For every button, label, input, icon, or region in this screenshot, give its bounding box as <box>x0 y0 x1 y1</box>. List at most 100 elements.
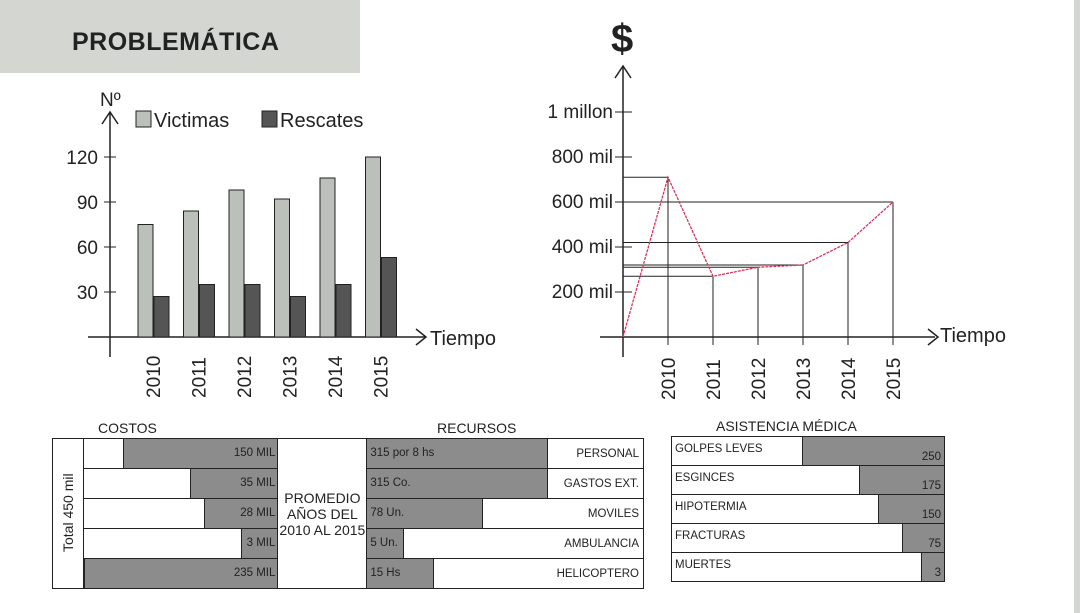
right-border <box>1074 0 1080 613</box>
resource-label: HELICOPTERO <box>542 558 644 589</box>
table-row: 235 MIL 15 Hs HELICOPTERO <box>53 558 644 589</box>
x-tick-label: 2015 <box>884 358 905 400</box>
promedio-cell: PROMEDIO AÑOS DEL 2010 AL 2015 <box>277 438 368 589</box>
asistencia-cell: FRACTURAS 75 <box>671 523 945 553</box>
x-axis-label: Tiempo <box>940 325 1006 347</box>
dollar-label: $ <box>611 17 633 61</box>
asistencia-bar <box>921 553 944 581</box>
charts: Nº Tiempo 30 60 90 120 2010 2011 2012 2013 2014 201… <box>66 17 1006 400</box>
resource-bar <box>367 499 483 528</box>
x-tick-label: 2015 <box>372 356 393 398</box>
asistencia-value: 250 <box>921 451 941 463</box>
x-tick-label: 2013 <box>281 356 302 398</box>
asistencia-row: MUERTES 3 <box>671 552 945 582</box>
cost-value: 150 MIL <box>233 447 276 459</box>
bar-victimas <box>319 177 336 338</box>
total-label: Total 450 mil <box>60 473 76 552</box>
resource-value: 315 Co. <box>370 477 411 489</box>
resource-bar <box>367 529 404 558</box>
bar-victimas <box>274 198 290 338</box>
bar-victimas <box>228 189 245 338</box>
asistencia-row: GOLPES LEVES 250 <box>671 436 945 466</box>
y-tick-label: 600 mil <box>552 192 613 213</box>
asistencia-bar <box>858 466 944 494</box>
y-tick-label: 30 <box>77 283 98 304</box>
recursos-header: RECURSOS <box>437 420 517 436</box>
cost-cell: 235 MIL <box>82 558 279 589</box>
x-tick-label: 2012 <box>749 358 770 400</box>
x-tick-label: 2013 <box>794 358 815 400</box>
resource-bar <box>367 439 548 468</box>
legend-swatch <box>261 110 278 128</box>
y-axis-label: Nº <box>100 90 121 111</box>
resource-cell: 315 Co. <box>366 468 548 499</box>
bar-rescates <box>244 284 261 338</box>
legend-swatch <box>135 110 152 128</box>
cost-cell: 28 MIL <box>82 498 279 529</box>
y-tick-label: 90 <box>77 193 98 214</box>
asistencia-bar <box>902 524 944 552</box>
resource-cell: 15 Hs <box>366 558 543 589</box>
cost-cell: 3 MIL <box>82 528 279 559</box>
x-tick-label: 2012 <box>235 356 256 398</box>
asistencia-label: GOLPES LEVES <box>675 443 763 455</box>
x-axis-label: Tiempo <box>430 328 496 350</box>
cost-bar <box>190 469 278 498</box>
resource-value: 5 Un. <box>370 537 398 549</box>
asistencia-cell: MUERTES 3 <box>671 552 945 582</box>
asistencia-value: 175 <box>921 480 941 492</box>
x-tick-label: 2010 <box>144 356 165 398</box>
bar-victimas <box>137 224 154 338</box>
costos-header: COSTOS <box>98 420 157 436</box>
cost-cell: 35 MIL <box>82 468 279 499</box>
resource-bar <box>367 559 434 588</box>
resource-cell: 5 Un. <box>366 528 543 559</box>
bar-rescates <box>290 296 306 338</box>
table-row: 35 MIL 315 Co. GASTOS EXT. <box>53 468 644 499</box>
asistencia-cell: GOLPES LEVES 250 <box>671 436 945 466</box>
asistencia-row: ESGINCES 175 <box>671 465 945 495</box>
asistencia-value: 3 <box>934 567 941 579</box>
cost-value: 235 MIL <box>233 567 276 579</box>
cost-cell: 150 MIL <box>82 438 279 469</box>
total-cell: Total 450 mil <box>52 438 84 589</box>
bar-victimas <box>183 210 199 338</box>
resource-value: 315 por 8 hs <box>370 447 435 459</box>
asistencia-label: HIPOTERMIA <box>675 501 747 513</box>
resource-bar <box>367 469 548 498</box>
promedio-label: PROMEDIO AÑOS DEL 2010 AL 2015 <box>279 489 366 538</box>
cost-value: 3 MIL <box>246 537 276 549</box>
x-tick-label: 2011 <box>704 359 725 400</box>
resource-label: PERSONAL <box>542 438 644 469</box>
bar-rescates <box>153 296 170 338</box>
cost-bar <box>83 559 278 588</box>
x-tick-label: 2010 <box>659 358 680 400</box>
asistencia-cell: HIPOTERMIA 150 <box>671 494 945 524</box>
asistencia-header: ASISTENCIA MÉDICA <box>716 418 857 434</box>
resource-value: 15 Hs <box>370 567 401 579</box>
title-banner: PROBLEMÁTICA <box>0 0 360 73</box>
y-tick-label: 200 mil <box>552 282 613 303</box>
resource-label: GASTOS EXT. <box>542 468 644 499</box>
asistencia-row: HIPOTERMIA 150 <box>671 494 945 524</box>
y-tick-label: 1 millon <box>548 102 613 123</box>
asistencia-label: MUERTES <box>675 559 732 571</box>
table-row: Total 450 mil 150 MIL PROMEDIO AÑOS DEL 20… <box>52 438 644 589</box>
resource-cell: 315 por 8 hs <box>366 438 548 469</box>
cost-bar <box>240 529 278 558</box>
x-tick-label: 2014 <box>839 357 860 400</box>
asistencia-row: FRACTURAS 75 <box>671 523 945 553</box>
cost-line <box>622 175 894 338</box>
y-arrow-icon <box>101 110 119 125</box>
resource-label: AMBULANCIA <box>542 528 644 559</box>
x-tick-label: 2014 <box>326 355 347 398</box>
page-title: PROBLEMÁTICA <box>72 28 280 56</box>
x-tick-label: 2011 <box>190 357 211 398</box>
resource-label: MOVILES <box>542 498 644 529</box>
asistencia-value: 150 <box>921 509 941 521</box>
asistencia-label: FRACTURAS <box>675 530 746 542</box>
x-arrow-icon <box>927 328 940 346</box>
bar-victimas <box>365 156 381 338</box>
cost-value: 35 MIL <box>240 477 276 489</box>
y-arrow-icon <box>614 64 632 79</box>
